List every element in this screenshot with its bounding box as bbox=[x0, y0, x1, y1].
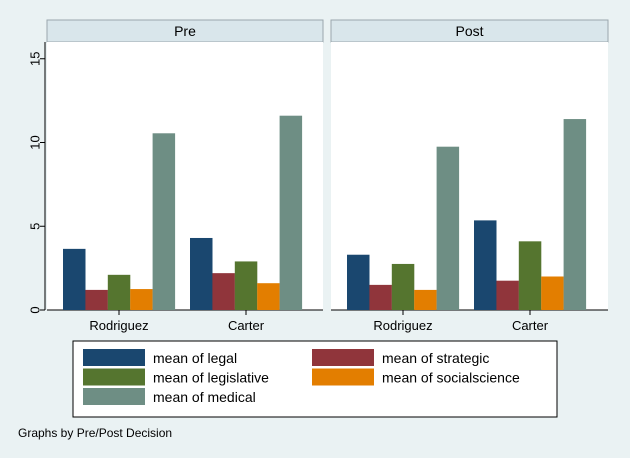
bar bbox=[107, 274, 131, 310]
legend-item: mean of medical bbox=[83, 388, 256, 405]
bar bbox=[496, 280, 519, 310]
y-tick-label: 15 bbox=[27, 52, 42, 66]
legend-label: mean of socialscience bbox=[382, 370, 520, 386]
plot-area bbox=[47, 42, 323, 310]
graph-note: Graphs by Pre/Post Decision bbox=[18, 426, 173, 440]
legend-item: mean of legislative bbox=[83, 368, 269, 386]
legend: mean of legal mean of strategic mean of le… bbox=[72, 340, 558, 418]
bar bbox=[436, 146, 460, 310]
bar bbox=[279, 115, 303, 310]
x-tick-label: Carter bbox=[512, 318, 549, 333]
legend-label: mean of medical bbox=[153, 389, 256, 405]
y-tick-label: 5 bbox=[27, 223, 42, 230]
x-tick-label: Carter bbox=[228, 318, 265, 333]
legend-swatch bbox=[312, 349, 374, 366]
panel-title: Pre bbox=[174, 23, 196, 39]
bar bbox=[190, 237, 213, 310]
legend-label: mean of legislative bbox=[153, 370, 269, 386]
bar bbox=[152, 133, 176, 310]
bar bbox=[63, 248, 86, 310]
bar bbox=[130, 289, 153, 310]
x-tick-label: Rodriguez bbox=[373, 318, 432, 333]
bar bbox=[541, 276, 564, 310]
legend-swatch bbox=[312, 368, 374, 386]
panel-pre: Pre Rodriguez Carter bbox=[46, 19, 324, 333]
bar bbox=[347, 254, 370, 310]
legend-label: mean of legal bbox=[153, 350, 237, 366]
bar bbox=[234, 261, 258, 310]
bar bbox=[391, 263, 415, 310]
bar bbox=[518, 241, 542, 310]
legend-item: mean of socialscience bbox=[312, 368, 520, 386]
bar bbox=[414, 289, 437, 310]
chart-panels: 0 5 10 15 Pre Rodriguez Carter Post Rodriguez Car… bbox=[27, 19, 609, 333]
bar bbox=[369, 284, 392, 310]
bar bbox=[563, 119, 587, 310]
bar bbox=[85, 289, 108, 310]
legend-item: mean of strategic bbox=[312, 349, 489, 366]
panel-post: Post Rodriguez Carter bbox=[330, 19, 609, 333]
legend-label: mean of strategic bbox=[382, 350, 489, 366]
legend-swatch bbox=[83, 368, 145, 386]
legend-item: mean of legal bbox=[83, 349, 237, 366]
bar bbox=[212, 273, 235, 310]
y-tick-label: 0 bbox=[27, 306, 42, 313]
panel-title: Post bbox=[455, 23, 483, 39]
bar bbox=[474, 220, 497, 310]
bar bbox=[257, 283, 280, 310]
y-tick-label: 10 bbox=[27, 135, 42, 149]
legend-swatch bbox=[83, 388, 145, 405]
legend-swatch bbox=[83, 349, 145, 366]
x-tick-label: Rodriguez bbox=[89, 318, 148, 333]
plot-area bbox=[331, 42, 608, 310]
